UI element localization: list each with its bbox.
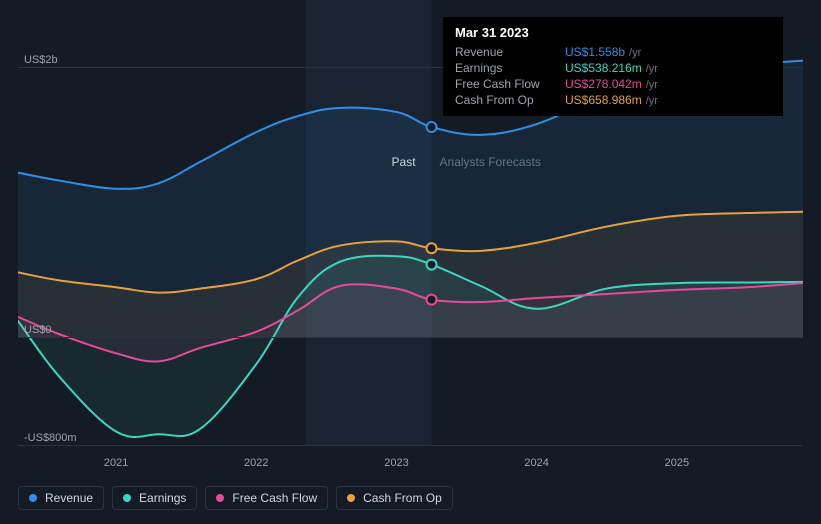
tooltip-row-value: US$538.216m (565, 61, 642, 75)
legend-dot-icon (29, 494, 37, 502)
tooltip-row: EarningsUS$538.216m/yr (455, 60, 771, 76)
tooltip-row-label: Revenue (455, 45, 565, 59)
legend-dot-icon (123, 494, 131, 502)
tooltip-title: Mar 31 2023 (455, 25, 771, 40)
tooltip-row-label: Earnings (455, 61, 565, 75)
tooltip-row-label: Cash From Op (455, 93, 565, 107)
forecast-label: Analysts Forecasts (440, 155, 541, 169)
tooltip-row: RevenueUS$1.558b/yr (455, 44, 771, 60)
legend-item-earnings[interactable]: Earnings (112, 486, 197, 510)
legend-dot-icon (216, 494, 224, 502)
past-label: Past (392, 155, 416, 169)
financial-forecast-chart: US$2b US$0 -US$800m 2021 2022 2023 2024 2025 P… (0, 0, 821, 524)
gridline (18, 445, 803, 446)
gridline (18, 337, 803, 338)
chart-legend: Revenue Earnings Free Cash Flow Cash From O… (18, 486, 453, 510)
tooltip-row: Free Cash FlowUS$278.042m/yr (455, 76, 771, 92)
tooltip-row-label: Free Cash Flow (455, 77, 565, 91)
tooltip-row-unit: /yr (629, 47, 641, 59)
legend-item-cash-from-op[interactable]: Cash From Op (336, 486, 453, 510)
y-axis-label: US$0 (24, 324, 52, 336)
legend-dot-icon (347, 494, 355, 502)
legend-item-label: Revenue (45, 491, 93, 505)
x-axis-label: 2024 (524, 457, 548, 469)
x-axis-label: 2023 (384, 457, 408, 469)
tooltip-row-value: US$278.042m (565, 77, 642, 91)
tooltip-row: Cash From OpUS$658.986m/yr (455, 92, 771, 108)
chart-tooltip: Mar 31 2023 RevenueUS$1.558b/yrEarningsU… (443, 17, 783, 116)
legend-item-label: Free Cash Flow (232, 491, 317, 505)
x-axis-label: 2022 (244, 457, 268, 469)
legend-item-label: Cash From Op (363, 491, 442, 505)
tooltip-row-value: US$658.986m (565, 93, 642, 107)
legend-item-revenue[interactable]: Revenue (18, 486, 104, 510)
tooltip-row-value: US$1.558b (565, 45, 625, 59)
y-axis-label: -US$800m (24, 432, 77, 444)
y-axis-label: US$2b (24, 54, 58, 66)
tooltip-row-unit: /yr (646, 63, 658, 75)
x-axis-label: 2025 (665, 457, 689, 469)
legend-item-label: Earnings (139, 491, 186, 505)
x-axis-label: 2021 (104, 457, 128, 469)
tooltip-row-unit: /yr (646, 79, 658, 91)
legend-item-free-cash-flow[interactable]: Free Cash Flow (205, 486, 328, 510)
tooltip-row-unit: /yr (646, 95, 658, 107)
